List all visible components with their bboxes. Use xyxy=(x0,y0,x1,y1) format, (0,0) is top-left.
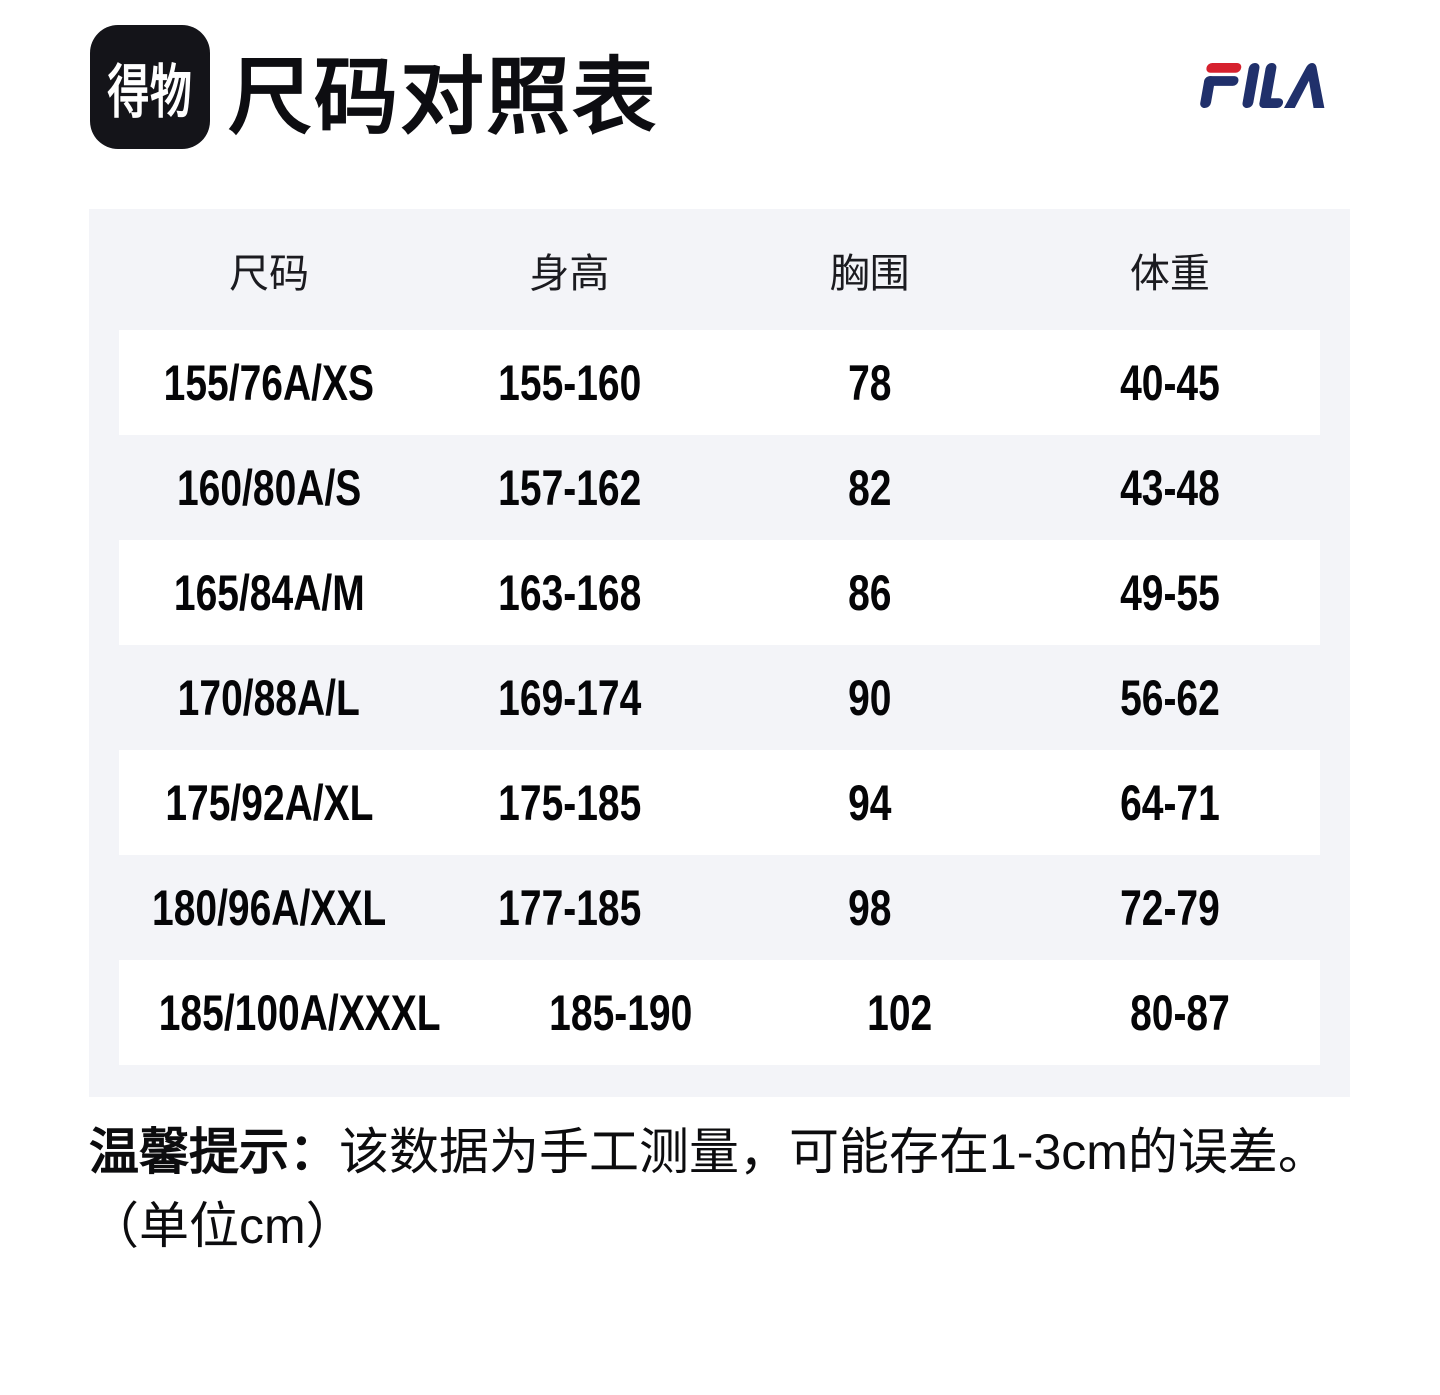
cell-height: 163-168 xyxy=(497,564,641,621)
table-row: 175/92A/XL 175-185 94 64-71 xyxy=(119,750,1320,855)
page-title: 尺码对照表 xyxy=(228,50,659,144)
cell-chest: 98 xyxy=(847,879,892,936)
cell-weight: 72-79 xyxy=(1119,879,1220,936)
dewu-logo: 得物 xyxy=(90,25,210,149)
cell-size: 180/96A/XXL xyxy=(152,879,387,936)
dewu-logo-text: 得物 xyxy=(107,60,193,125)
fila-brand-logo xyxy=(1200,62,1325,109)
cell-size: 170/88A/L xyxy=(178,669,361,726)
column-header-height: 身高 xyxy=(529,251,610,296)
cell-size: 185/100A/XXXL xyxy=(158,984,441,1041)
fila-f-red-bar xyxy=(1206,62,1242,73)
cell-chest: 102 xyxy=(867,984,933,1041)
column-header-chest: 胸围 xyxy=(829,251,910,296)
cell-size: 160/80A/S xyxy=(176,459,362,516)
table-row: 160/80A/S 157-162 82 43-48 xyxy=(119,435,1320,540)
table-row: 155/76A/XS 155-160 78 40-45 xyxy=(119,330,1320,435)
cell-height: 157-162 xyxy=(497,459,641,516)
note-unit: （单位cm） xyxy=(89,1197,356,1254)
measurement-note: 温馨提示：该数据为手工测量，可能存在1-3cm的误差。 （单位cm） xyxy=(89,1116,1389,1263)
table-row: 185/100A/XXXL 185-190 102 80-87 xyxy=(119,960,1320,1065)
cell-weight: 49-55 xyxy=(1119,564,1220,621)
cell-size: 165/84A/M xyxy=(173,564,365,621)
cell-height: 175-185 xyxy=(497,774,641,831)
cell-height: 155-160 xyxy=(497,354,641,411)
cell-chest: 86 xyxy=(847,564,892,621)
cell-weight: 43-48 xyxy=(1119,459,1220,516)
cell-height: 185-190 xyxy=(548,984,692,1041)
cell-chest: 94 xyxy=(847,774,892,831)
table-row: 165/84A/M 163-168 86 49-55 xyxy=(119,540,1320,645)
cell-weight: 56-62 xyxy=(1119,669,1220,726)
column-header-size: 尺码 xyxy=(229,251,310,296)
cell-weight: 80-87 xyxy=(1130,984,1230,1041)
cell-chest: 82 xyxy=(847,459,892,516)
cell-weight: 40-45 xyxy=(1119,354,1220,411)
cell-weight: 64-71 xyxy=(1119,774,1220,831)
cell-size: 155/76A/XS xyxy=(163,354,375,411)
note-label: 温馨提示： xyxy=(89,1124,339,1180)
table-row: 170/88A/L 169-174 90 56-62 xyxy=(119,645,1320,750)
cell-height: 177-185 xyxy=(497,879,641,936)
cell-size: 175/92A/XL xyxy=(165,774,374,831)
table-header-row: 尺码 身高 胸围 体重 xyxy=(119,209,1320,330)
table-row: 180/96A/XXL 177-185 98 72-79 xyxy=(119,855,1320,960)
size-table: 尺码 身高 胸围 体重 155/76A/XS 155-160 78 40-45 … xyxy=(89,209,1350,1097)
cell-chest: 90 xyxy=(847,669,892,726)
column-header-weight: 体重 xyxy=(1129,251,1210,296)
note-text: 该数据为手工测量，可能存在1-3cm的误差。 xyxy=(339,1124,1328,1180)
cell-height: 169-174 xyxy=(497,669,641,726)
cell-chest: 78 xyxy=(847,354,892,411)
